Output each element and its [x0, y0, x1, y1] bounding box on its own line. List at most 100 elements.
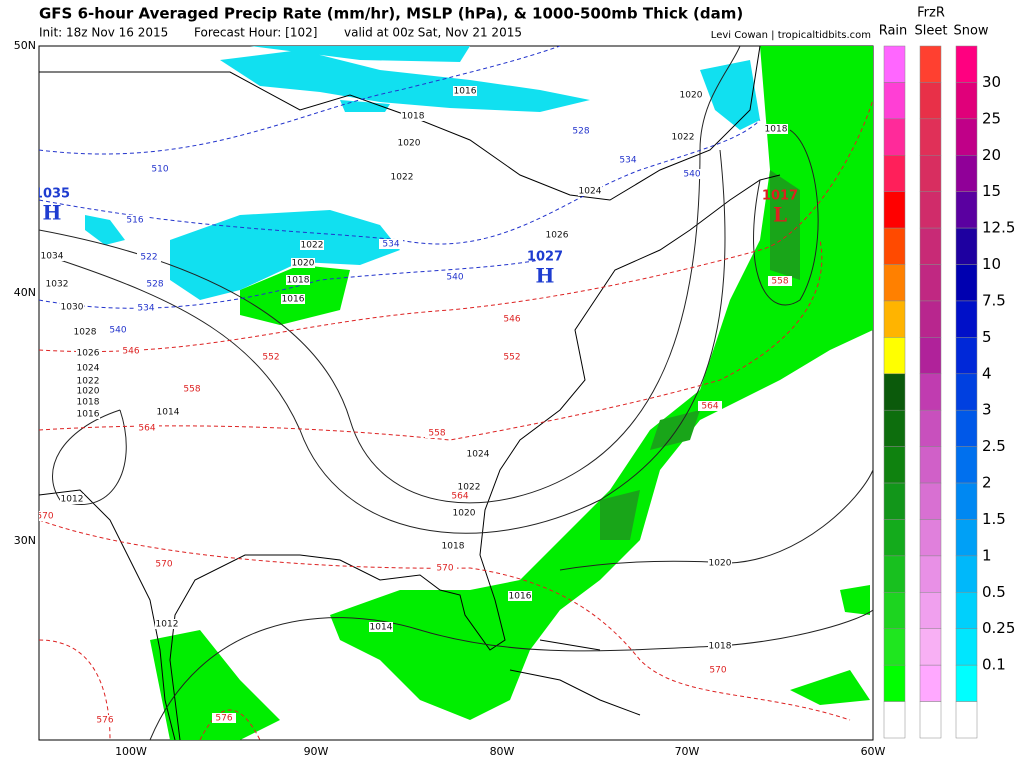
legend-header: Sleet [915, 24, 948, 39]
isobar-label-bg [545, 230, 569, 240]
isobar-label-bg [452, 508, 476, 518]
legend-swatch [883, 482, 906, 520]
center-pressure: 1017 [762, 189, 798, 204]
isobar-label: 1012 [156, 620, 179, 630]
isobar-label-bg [76, 363, 100, 373]
legend-swatch [919, 409, 942, 447]
thickness-label-bg [143, 279, 167, 289]
thickness-label: 534 [137, 304, 154, 314]
legend-swatch [883, 373, 906, 411]
isobar-label-bg [76, 376, 100, 386]
thickness-label-bg [500, 352, 524, 362]
thickness-label: 546 [503, 315, 520, 325]
thickness-label: 558 [771, 277, 788, 287]
forecast-hour: Forecast Hour: [102] [194, 26, 317, 40]
isobar-label: 1026 [77, 349, 100, 359]
isobar-label: 1024 [579, 187, 602, 197]
legend-swatch [919, 45, 942, 83]
legend-swatch [883, 664, 906, 702]
legend-swatch [883, 227, 906, 265]
border [39, 489, 176, 740]
isobar-label: 1022 [672, 133, 695, 143]
thickness-label: 570 [436, 564, 453, 574]
isobar-label-bg [286, 275, 310, 285]
legend-swatch [955, 664, 978, 702]
thickness-label: 570 [155, 560, 172, 570]
isobar-label-bg [45, 279, 69, 289]
legend-swatch [955, 555, 978, 593]
thickness-label-bg [93, 715, 117, 725]
border [39, 46, 761, 201]
isobar-label: 1022 [391, 173, 414, 183]
isobar-label: 1034 [41, 252, 64, 262]
isobar-label-bg [281, 294, 305, 304]
isobar-label: 1018 [77, 398, 100, 408]
legend-header: Rain [879, 24, 908, 39]
thickness-label-bg [500, 314, 524, 324]
isobar-label-bg [708, 558, 732, 568]
thickness-label-bg [569, 126, 593, 136]
lat-label: 50N [14, 39, 36, 52]
legend-swatch [919, 191, 942, 229]
legend-swatch [955, 82, 978, 120]
legend-header: Snow [953, 24, 988, 39]
thickness-label: 564 [451, 492, 468, 502]
title: GFS 6-hour Averaged Precip Rate (mm/hr),… [39, 5, 743, 23]
isobar-label: 1016 [509, 592, 532, 602]
isobar-label: 1016 [77, 410, 100, 420]
thickness-label: 510 [151, 165, 168, 175]
legend-scale-label: 2 [982, 474, 992, 492]
isobar-label: 1026 [546, 231, 569, 241]
legend-swatch [955, 45, 978, 83]
legend: Rain FrzR Sleet Snow 30 25 20 15 12.5 10 7.5 5 4 3 2.5… [879, 6, 1015, 739]
thickness-label-bg [39, 511, 57, 521]
coastline [169, 174, 781, 740]
legend-swatch [955, 155, 978, 192]
center-symbol: L [773, 203, 787, 227]
isobar-label-bg [40, 251, 64, 261]
thickness-label: 552 [503, 353, 520, 363]
isobar-label: 1014 [370, 623, 393, 633]
isobar-label-bg [291, 258, 315, 268]
legend-swatch [919, 446, 942, 484]
legend-swatch [955, 482, 978, 520]
thickness-label: 540 [446, 273, 463, 283]
legend-swatch [955, 227, 978, 265]
legend-scale-label: 1.5 [982, 510, 1006, 528]
legend-swatch [883, 592, 906, 629]
legend-swatch [919, 300, 942, 338]
map: 1035H1027H1017L1016101810201022102410261… [38, 45, 874, 741]
isobar-label-bg [155, 619, 179, 629]
legend-swatch [919, 155, 942, 192]
thickness-label: 540 [683, 170, 700, 180]
thickness-label-bg [134, 303, 158, 313]
isobar-label-bg [764, 124, 788, 134]
legend-scale-label: 25 [982, 109, 1001, 127]
legend-swatch [919, 373, 942, 411]
isobar-label-bg [457, 482, 481, 492]
legend-scale-label: 15 [982, 182, 1001, 200]
thickness-label-bg [433, 563, 457, 573]
legend-swatch [883, 82, 906, 120]
legend-swatch [955, 409, 978, 447]
isobar-label: 1020 [453, 509, 476, 519]
legend-scale-label: 7.5 [982, 291, 1006, 309]
legend-swatch [955, 519, 978, 557]
isobar-label-bg [76, 397, 100, 407]
isobar-label-bg [60, 494, 84, 504]
thickness-label-bg [123, 215, 147, 225]
legend-scale-label: 5 [982, 328, 992, 346]
legend-swatch [883, 191, 906, 229]
thickness-label: 516 [126, 216, 143, 226]
isobar-label-bg [671, 132, 695, 142]
precip-rain [790, 585, 870, 705]
init-time: Init: 18z Nov 16 2015 [39, 26, 168, 40]
legend-swatch [919, 482, 942, 520]
legend-swatch [955, 300, 978, 338]
legend-swatch [883, 300, 906, 338]
islands [509, 639, 641, 716]
legend-scale-label: 0.1 [982, 656, 1006, 674]
isobar-label: 1016 [454, 87, 477, 97]
precip-snow [340, 60, 760, 130]
thickness-label-bg [106, 325, 130, 335]
